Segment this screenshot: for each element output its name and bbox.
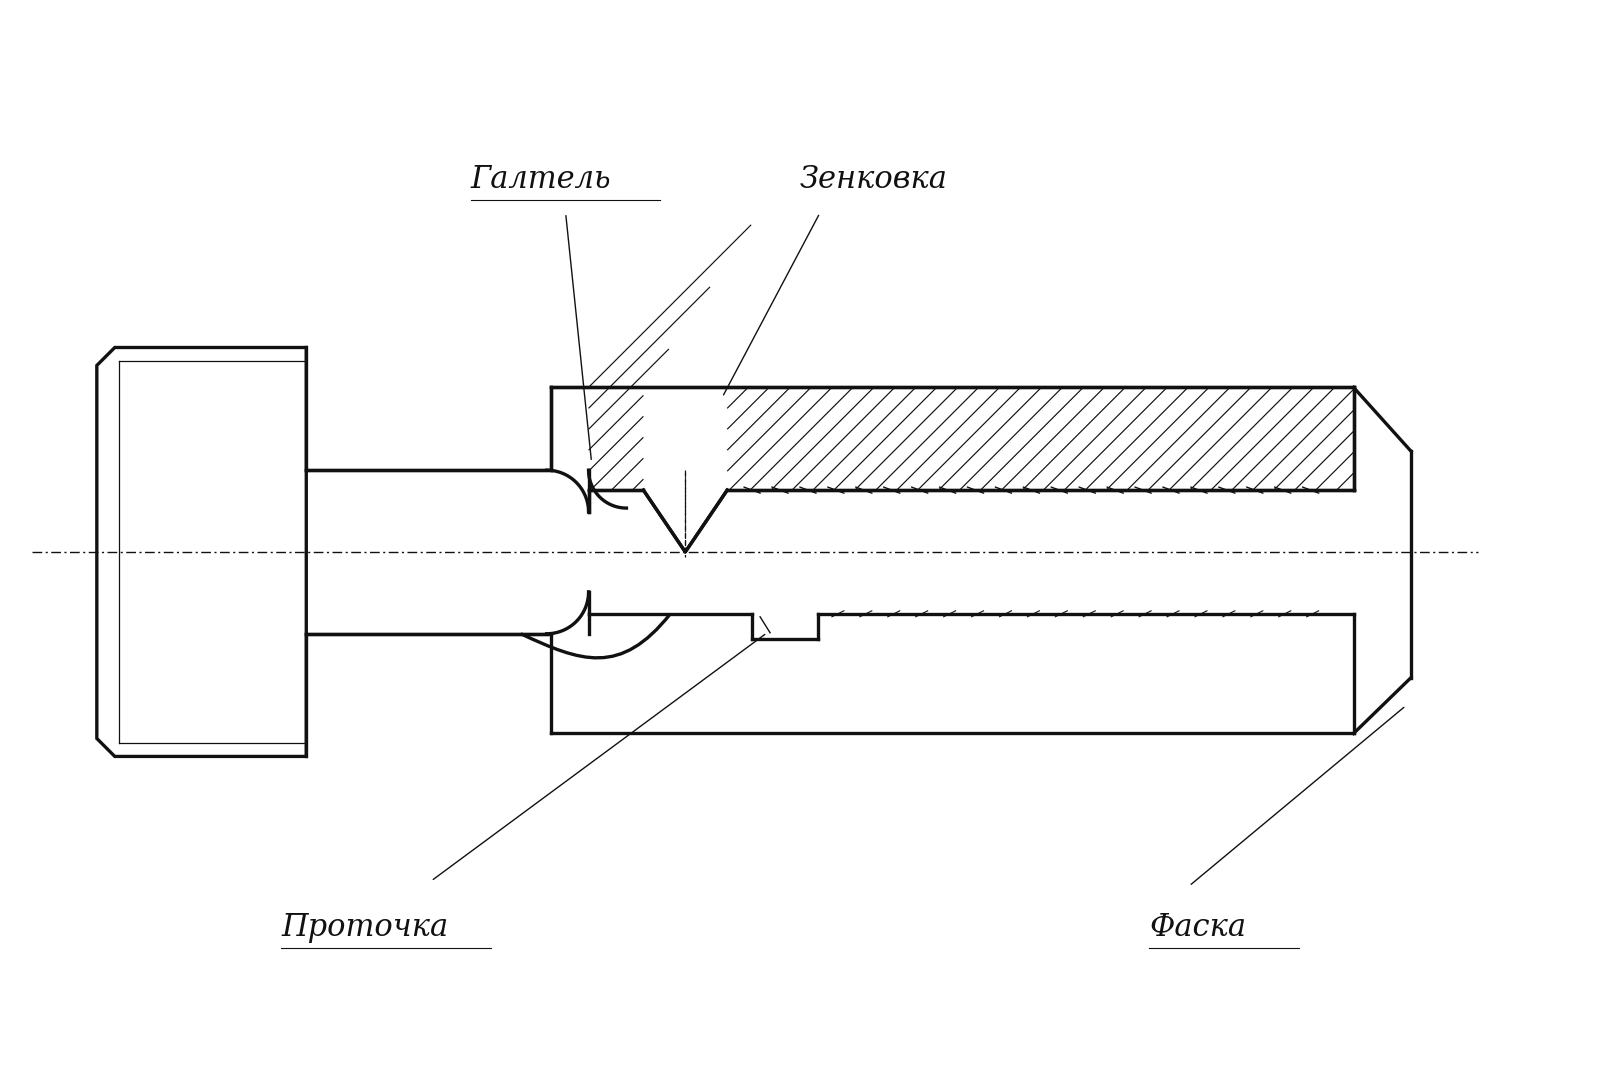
Text: Галтель: Галтель <box>470 164 611 195</box>
Text: Проточка: Проточка <box>282 912 448 943</box>
Text: Фаска: Фаска <box>1149 912 1246 943</box>
Text: Зенковка: Зенковка <box>800 164 947 195</box>
